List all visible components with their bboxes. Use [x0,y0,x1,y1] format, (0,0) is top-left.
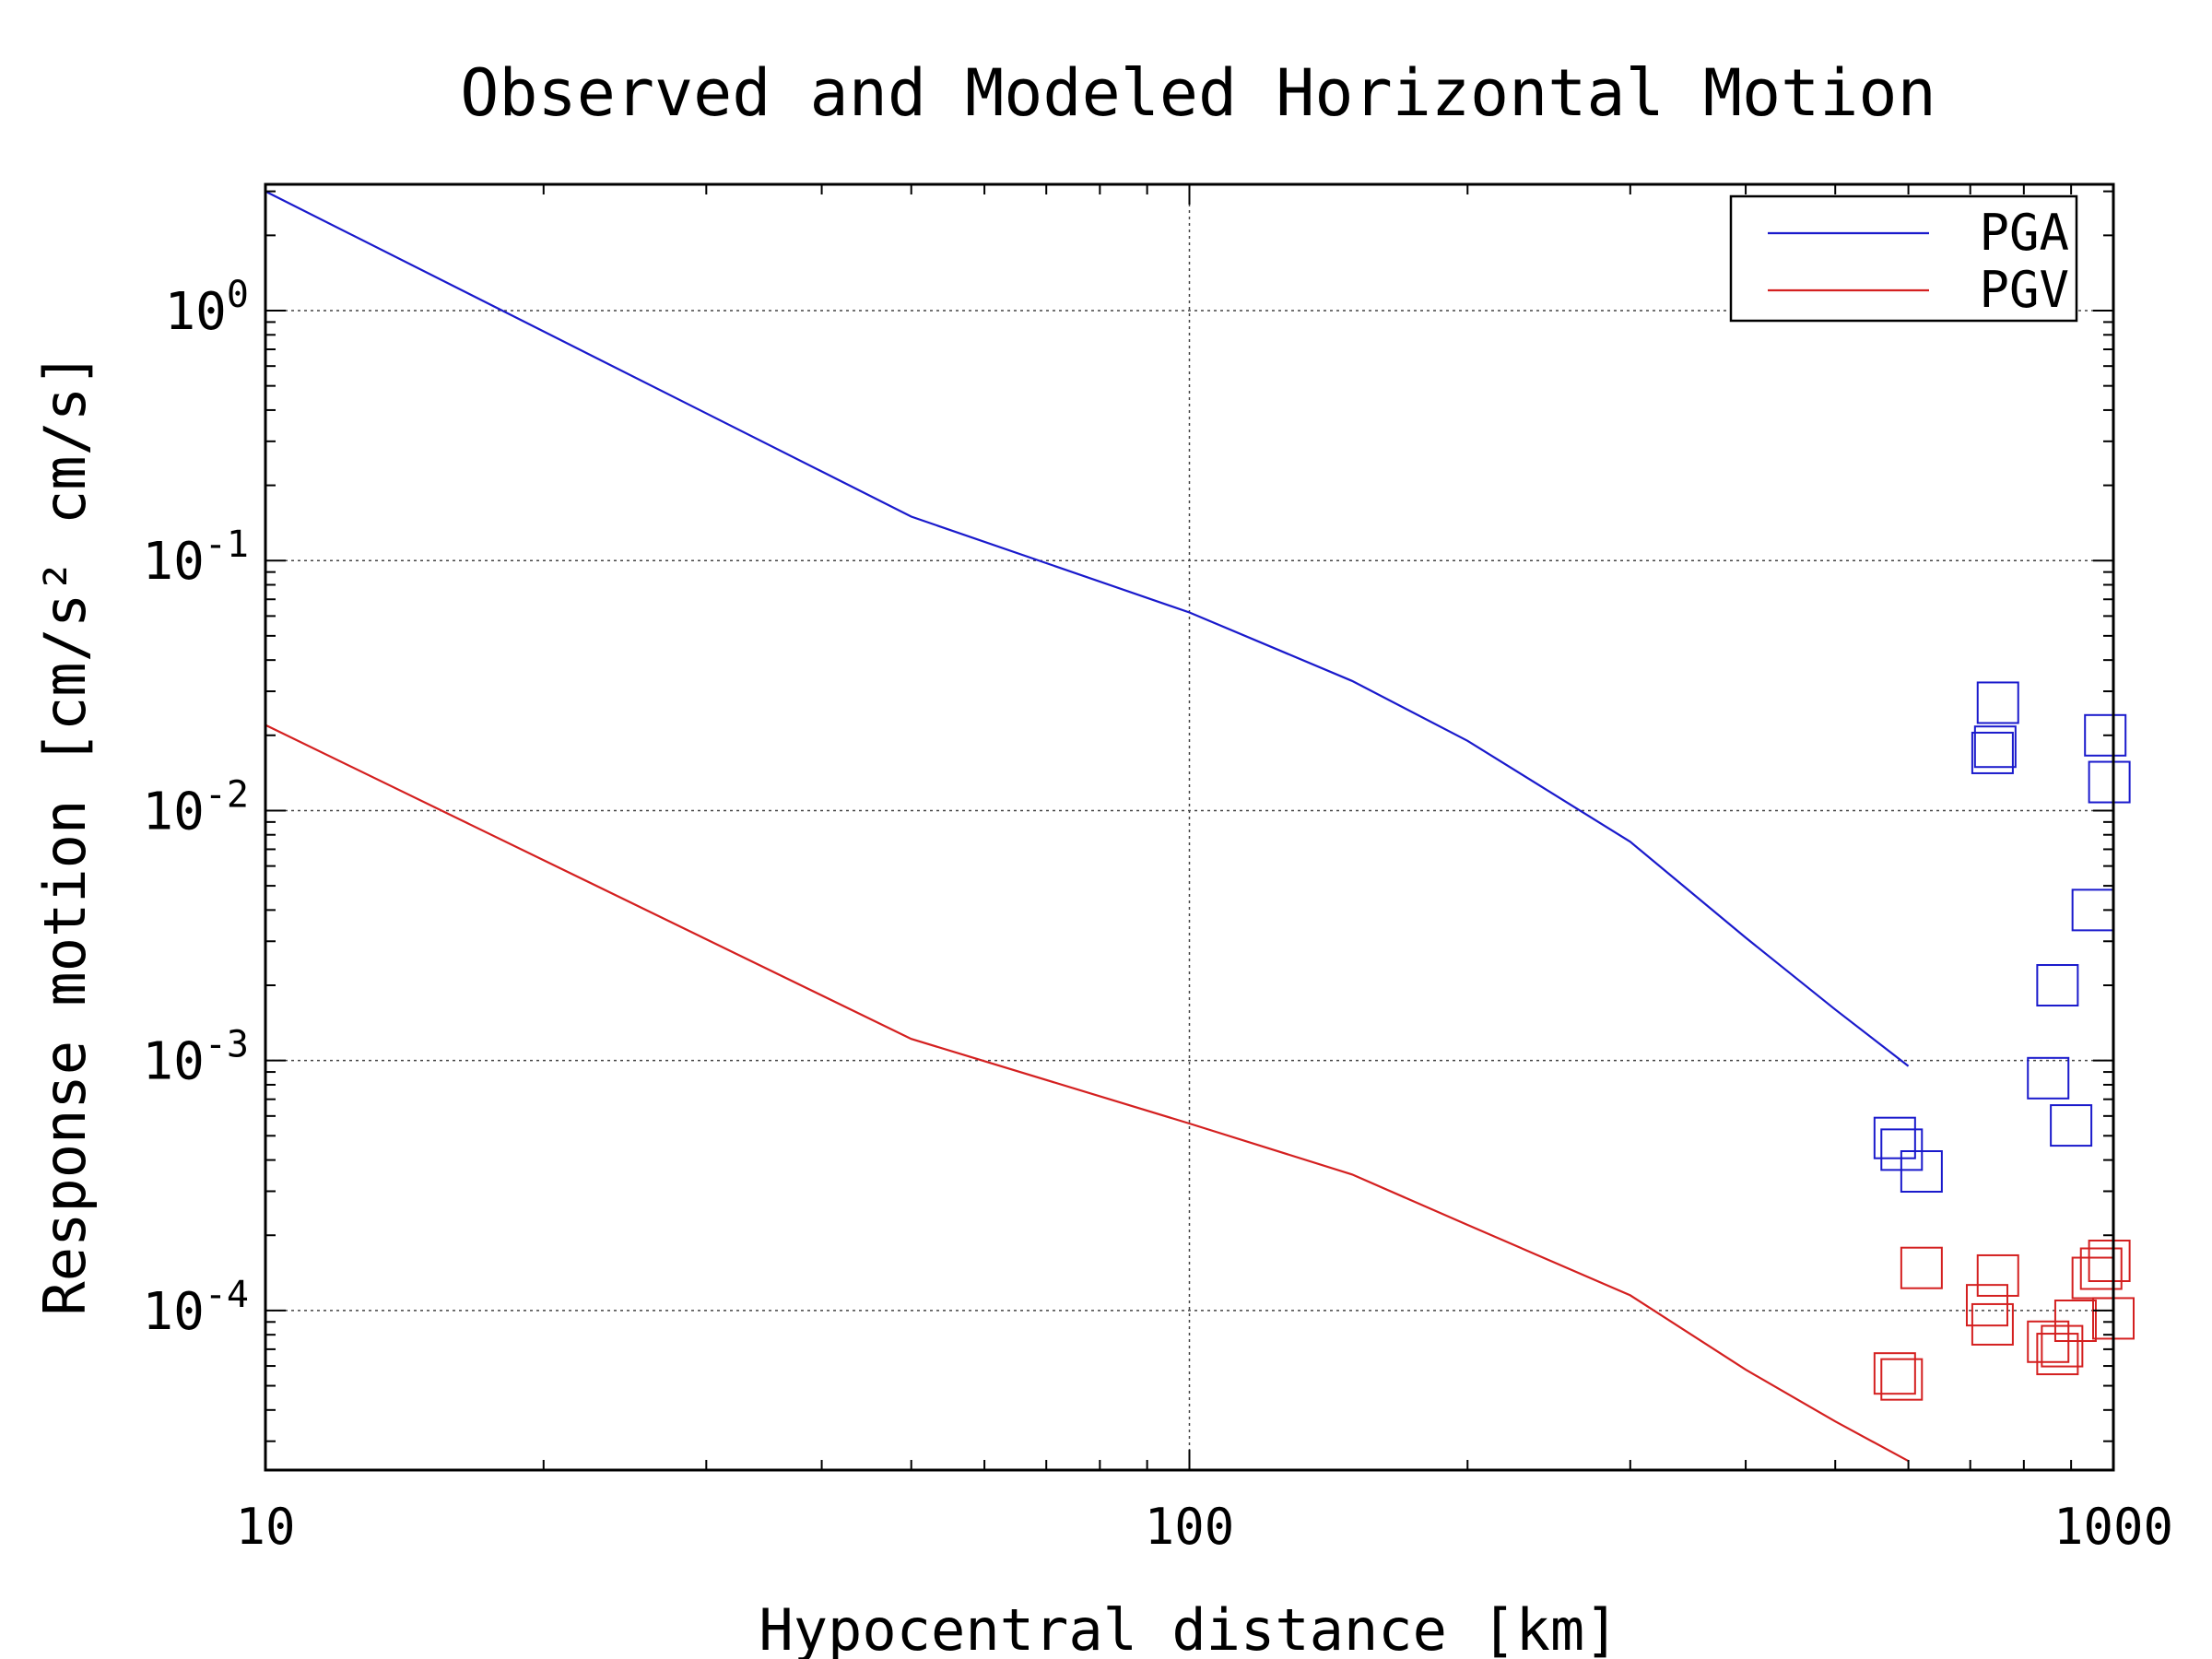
data-point [1973,725,2017,769]
data-point [2084,713,2127,757]
x-tick-label: 1000 [2053,1498,2173,1556]
y-axis-label: Response motion [cm/s² cm/s] [31,352,99,1315]
axes-layer: 10 100 1000 10-4 10-3 10-2 10-1 100 [142,182,2173,1556]
data-point [2050,1104,2093,1147]
series-layer [265,190,2135,1463]
data-point [2036,964,2079,1007]
data-point [1976,1253,2019,1297]
data-point [1873,1116,1916,1159]
x-tick-label: 100 [1145,1498,1235,1556]
y-tick-label: 10-4 [142,1274,249,1342]
legend-label: PGA [1979,204,2069,262]
data-point [1873,1352,1916,1395]
data-point [1971,1302,2014,1346]
data-point [2079,1247,2123,1290]
legend-box [1729,194,2078,323]
x-axis-label: Hypocentral distance [km] [759,1596,1618,1659]
y-tick-label: 10-2 [142,773,249,841]
data-point [2027,1056,2070,1100]
series-line-pga [265,190,1910,1067]
data-point [2041,1324,2084,1368]
data-point [2088,1240,2131,1283]
legend-label: PGV [1979,261,2069,319]
data-point [1900,1246,1943,1289]
data-point [1971,731,2014,774]
x-tick-label: 10 [235,1498,295,1556]
y-tick-label: 10-3 [142,1024,249,1092]
data-point [1976,681,2019,724]
data-point [1965,1284,2008,1327]
y-tick-label: 100 [164,274,249,342]
data-point [2053,1299,2097,1342]
data-point [1880,1358,1924,1401]
grid-layer [265,184,2113,1470]
y-tick-label: 10-1 [142,524,249,592]
data-point [1900,1150,1943,1194]
data-point [2036,1333,2079,1376]
chart-title: Observed and Modeled Horizontal Motion [460,55,1936,131]
series-line-pgv [265,724,1910,1463]
data-point [2088,760,2131,804]
